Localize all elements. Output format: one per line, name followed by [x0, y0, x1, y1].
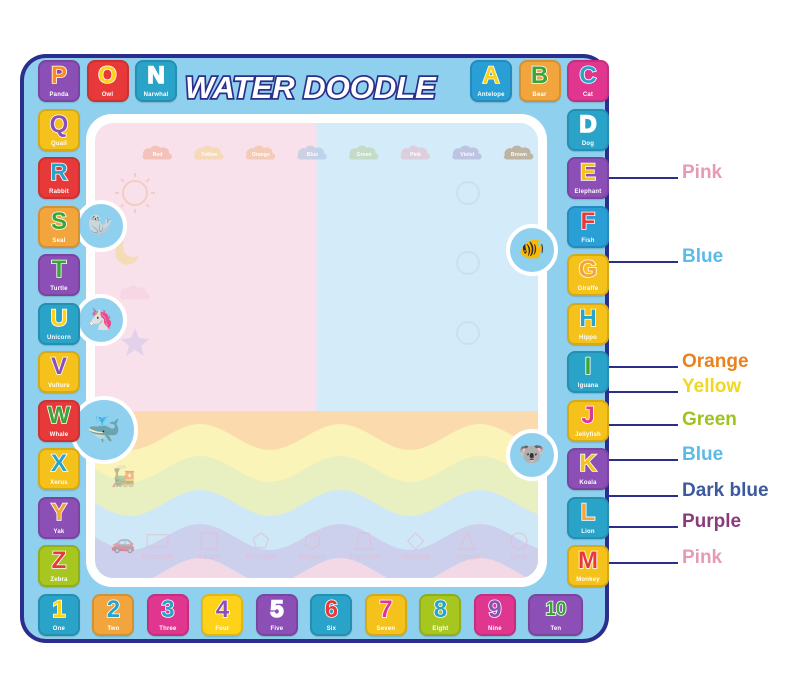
svg-text:Brown: Brown [511, 152, 527, 158]
svg-text:Pink: Pink [410, 152, 421, 158]
svg-text:Violet: Violet [460, 152, 474, 158]
svg-text:Circle: Circle [510, 554, 528, 561]
svg-text:Trapezoid: Trapezoid [349, 554, 380, 561]
svg-text:Orange: Orange [252, 152, 270, 158]
svg-text:Square: Square [198, 554, 221, 561]
svg-text:Diamond: Diamond [402, 554, 430, 561]
svg-text:Pentagon: Pentagon [246, 554, 276, 561]
svg-text:Blue: Blue [307, 152, 318, 158]
svg-text:Hexagon: Hexagon [298, 554, 326, 561]
svg-text:🚗: 🚗 [111, 532, 136, 554]
svg-text:Rectangle: Rectangle [142, 554, 174, 561]
svg-text:Triangle: Triangle [455, 554, 480, 561]
svg-text:🚂: 🚂 [111, 464, 136, 488]
svg-text:Yellow: Yellow [201, 152, 218, 158]
svg-text:Green: Green [357, 152, 372, 158]
svg-text:Red: Red [153, 152, 163, 158]
